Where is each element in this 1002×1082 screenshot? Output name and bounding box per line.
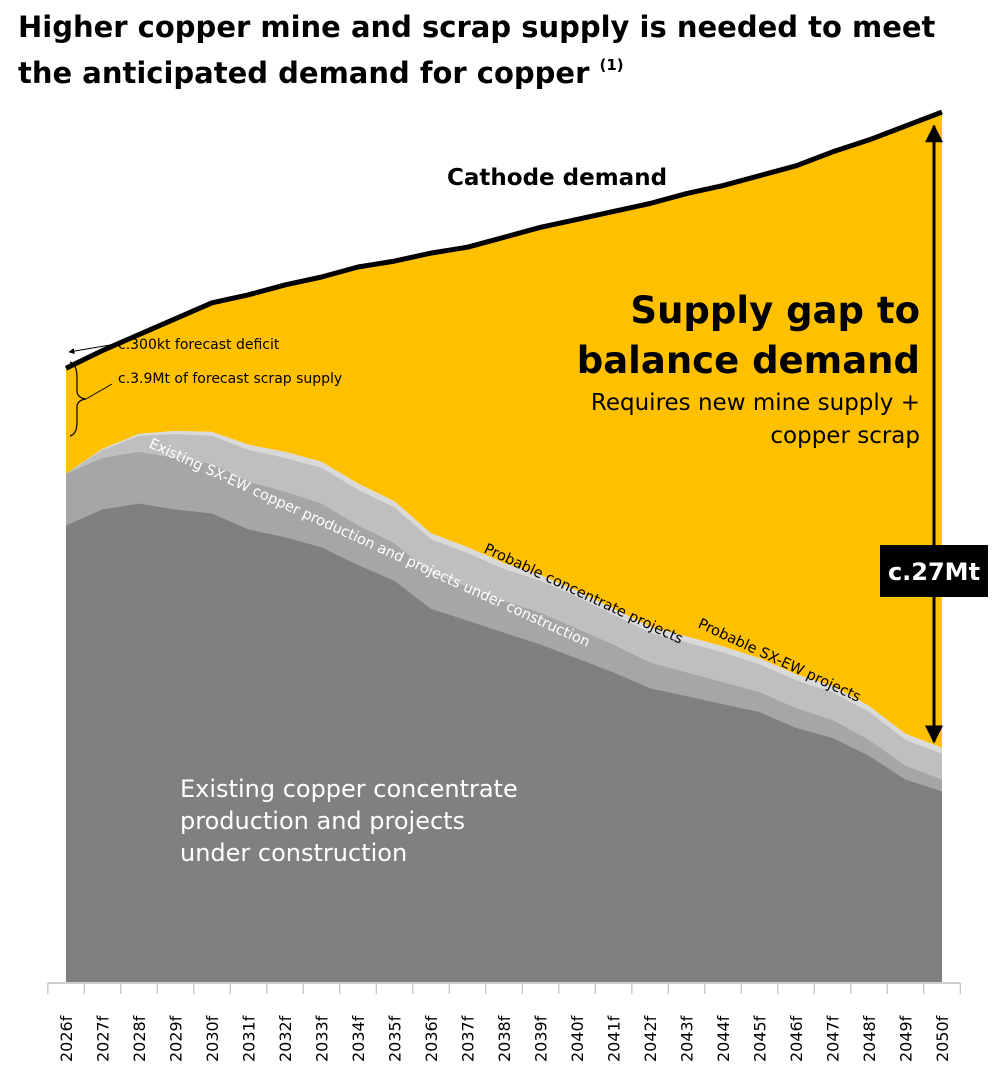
- demand-label: Cathode demand: [447, 165, 667, 191]
- deficit-arrow: [68, 343, 117, 355]
- x-tick-label: 2041f: [605, 1015, 624, 1062]
- x-tick-label: 2030f: [203, 1015, 222, 1062]
- gap-title-line-1: Supply gap to: [630, 289, 920, 332]
- scrap-annotation: c.3.9Mt of forecast scrap supply: [69, 361, 342, 437]
- deficit-annotation: c.300kt forecast deficit: [68, 337, 280, 355]
- gap-subtitle-line-2: copper scrap: [770, 423, 920, 449]
- x-tick-label: 2046f: [787, 1015, 806, 1062]
- x-tick-label: 2048f: [860, 1015, 879, 1062]
- x-tick-label: 2026f: [57, 1015, 76, 1062]
- x-tick-label: 2032f: [276, 1015, 295, 1062]
- x-tick-label: 2034f: [349, 1015, 368, 1062]
- x-tick-label: 2028f: [130, 1015, 149, 1062]
- x-tick-label: 2036f: [422, 1015, 441, 1062]
- title-block: Higher copper mine and scrap supply is n…: [18, 8, 988, 92]
- x-tick-label: 2044f: [714, 1015, 733, 1062]
- x-tick-label: 2042f: [641, 1015, 660, 1062]
- x-tick-labels: 2026f 2027f 2028f 2029f 2030f 2031f 2032f 2033f…: [57, 1015, 952, 1062]
- gap-value: c.27Mt: [888, 558, 980, 586]
- x-tick-label: 2043f: [678, 1015, 697, 1062]
- chart-title-line-1: Higher copper mine and scrap supply is n…: [18, 10, 936, 44]
- x-tick-label: 2038f: [495, 1015, 514, 1062]
- x-axis: 2026f 2027f 2028f 2029f 2030f 2031f 2032f 2033f…: [47, 982, 961, 1062]
- x-tick-label: 2033f: [313, 1015, 332, 1062]
- gap-value-badge-bg: [880, 545, 988, 597]
- gap-title-line-2: balance demand: [577, 339, 920, 382]
- base-label-line-2: production and projects: [180, 807, 465, 835]
- x-tick-label: 2045f: [751, 1015, 770, 1062]
- scrap-leader: [85, 383, 113, 400]
- x-tick-label: 2047f: [824, 1015, 843, 1062]
- stacked-areas: [66, 112, 942, 982]
- x-tick-label: 2040f: [568, 1015, 587, 1062]
- x-ticks: [47, 983, 961, 994]
- area-existing-sxew: [66, 451, 942, 792]
- base-label-line-1: Existing copper concentrate: [180, 775, 518, 803]
- title-footnote: (1): [599, 56, 624, 74]
- area-supply-gap: [66, 112, 942, 748]
- x-tick-label: 2037f: [459, 1015, 478, 1062]
- gap-value-badge: c.27Mt: [880, 545, 988, 597]
- x-tick-label: 2035f: [386, 1015, 405, 1062]
- base-label-line-3: under construction: [180, 839, 407, 867]
- x-tick-label: 2027f: [94, 1015, 113, 1062]
- x-tick-label: 2049f: [897, 1015, 916, 1062]
- x-tick-label: 2029f: [167, 1015, 186, 1062]
- chart-title-line-2: the anticipated demand for copper (1): [18, 46, 988, 92]
- gap-subtitle-line-1: Requires new mine supply +: [591, 390, 920, 416]
- scrap-label: c.3.9Mt of forecast scrap supply: [118, 371, 342, 387]
- x-tick-label: 2050f: [933, 1015, 952, 1062]
- x-tick-label: 2039f: [532, 1015, 551, 1062]
- area-existing-concentrate: [66, 503, 942, 982]
- x-tick-label: 2031f: [240, 1015, 259, 1062]
- chart-title-line-2-text: the anticipated demand for copper: [18, 56, 590, 90]
- cathode-demand-line: [64, 109, 943, 371]
- deficit-label: c.300kt forecast deficit: [118, 337, 280, 353]
